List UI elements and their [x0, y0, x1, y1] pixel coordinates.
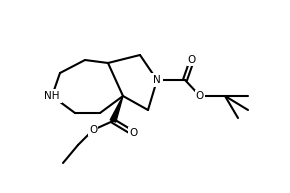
Text: NH: NH — [44, 91, 60, 101]
Text: O: O — [196, 91, 204, 101]
Polygon shape — [110, 96, 123, 122]
Text: O: O — [188, 55, 196, 65]
Text: N: N — [153, 75, 161, 85]
Text: O: O — [129, 128, 137, 138]
Text: O: O — [89, 125, 97, 135]
